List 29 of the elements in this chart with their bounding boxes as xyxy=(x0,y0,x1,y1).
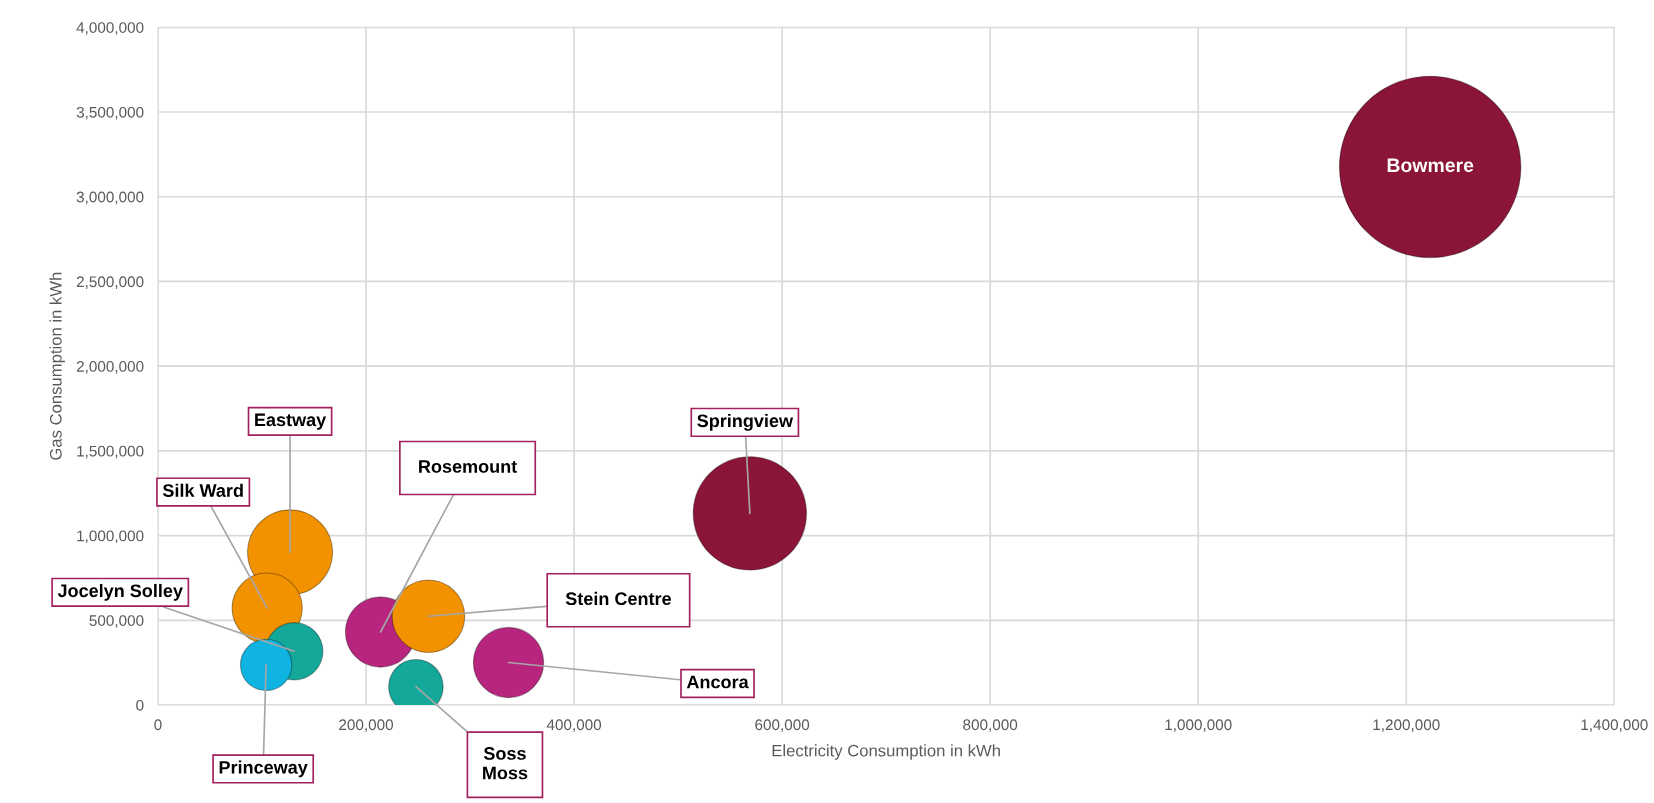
annotation: Soss Moss xyxy=(483,747,528,780)
y-axis-title: Gas Consumption in kWh xyxy=(49,272,65,460)
x-tick-label: 600,000 xyxy=(755,719,810,732)
y-tick-label: 1,000,000 xyxy=(77,530,144,544)
y-tick-label: 1,500,000 xyxy=(77,445,144,459)
y-tick-label: 500,000 xyxy=(89,615,144,628)
x-axis-title: Electricity Consumption in kWh xyxy=(772,744,1000,760)
annotation: Springview xyxy=(697,413,794,431)
y-tick-label: 3,500,000 xyxy=(76,106,144,120)
y-tick-label: 2,000,000 xyxy=(76,361,144,374)
annotation: Rosemount xyxy=(419,460,517,473)
annotation: Ancora xyxy=(686,675,749,689)
y-tick-label: 2,500,000 xyxy=(76,276,144,289)
annotation: Jocelyn Solley xyxy=(57,583,183,601)
annotation: Eastway xyxy=(255,413,327,430)
y-tick-label: 0 xyxy=(136,699,144,711)
x-tick-label: 400,000 xyxy=(546,719,602,732)
annotation: Princeway xyxy=(219,760,308,778)
x-tick-label: 1,200,000 xyxy=(1373,719,1440,732)
annotation: Silk Ward xyxy=(162,483,243,497)
annotation: Stein Centre xyxy=(565,591,671,606)
y-tick-label: 3,000,000 xyxy=(76,191,144,205)
annotation: Bowmere xyxy=(1387,158,1474,173)
x-tick-label: 800,000 xyxy=(963,719,1018,732)
x-tick-label: 1,000,000 xyxy=(1165,719,1232,732)
y-tick-label: 4,000,000 xyxy=(76,22,144,35)
x-tick-label: 1,400,000 xyxy=(1581,719,1648,732)
x-tick-label: 200,000 xyxy=(339,719,394,732)
x-tick-label: 0 xyxy=(154,719,162,731)
